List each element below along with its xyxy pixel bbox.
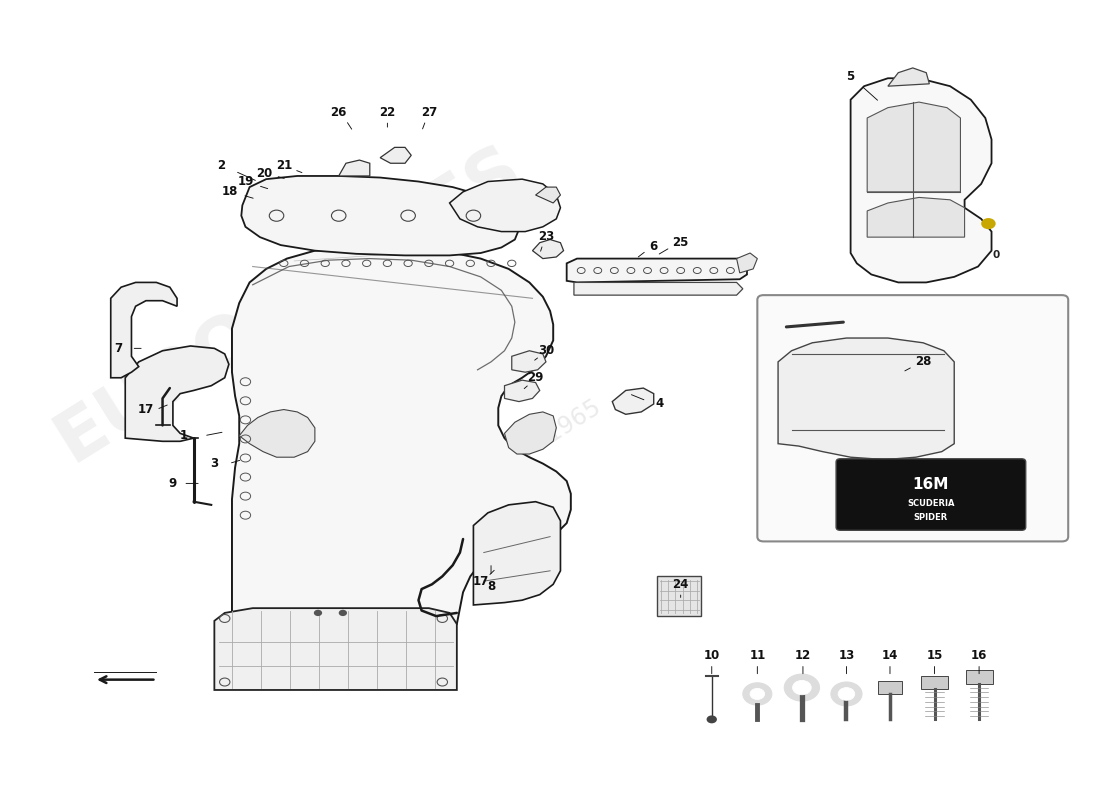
Polygon shape <box>850 78 991 282</box>
Text: 26: 26 <box>330 106 346 119</box>
Text: 25: 25 <box>672 236 689 250</box>
Text: 7: 7 <box>114 342 122 355</box>
Polygon shape <box>867 102 960 192</box>
Circle shape <box>830 682 862 706</box>
Polygon shape <box>111 282 177 378</box>
Polygon shape <box>778 338 954 459</box>
Polygon shape <box>232 247 571 626</box>
Text: 2: 2 <box>218 159 226 172</box>
Polygon shape <box>867 198 965 237</box>
Text: 28: 28 <box>915 355 932 368</box>
Polygon shape <box>381 147 411 163</box>
Text: SCUDERIA: SCUDERIA <box>908 498 955 507</box>
Circle shape <box>838 687 855 700</box>
Text: 20: 20 <box>256 167 272 180</box>
Text: 30: 30 <box>538 344 554 358</box>
Text: 18: 18 <box>222 186 238 198</box>
Text: 0: 0 <box>992 250 999 261</box>
Text: 15: 15 <box>926 650 943 662</box>
Polygon shape <box>878 682 902 694</box>
Text: SPIDER: SPIDER <box>914 513 948 522</box>
Polygon shape <box>473 502 561 605</box>
Text: 9: 9 <box>168 477 177 490</box>
Polygon shape <box>505 380 540 402</box>
Polygon shape <box>888 68 930 86</box>
Circle shape <box>742 683 772 705</box>
Polygon shape <box>339 160 370 176</box>
Circle shape <box>793 681 811 694</box>
Text: 16M: 16M <box>913 478 949 492</box>
Text: 4: 4 <box>656 398 664 410</box>
FancyBboxPatch shape <box>757 295 1068 542</box>
Polygon shape <box>532 239 563 258</box>
Polygon shape <box>737 253 757 273</box>
Text: 17: 17 <box>138 403 154 416</box>
Text: automotive parts since 1965: automotive parts since 1965 <box>305 395 605 595</box>
Circle shape <box>784 674 820 701</box>
Text: EUROSPARES: EUROSPARES <box>43 134 535 476</box>
Circle shape <box>981 218 996 229</box>
Polygon shape <box>241 176 519 255</box>
Text: 13: 13 <box>838 650 855 662</box>
Polygon shape <box>566 258 747 282</box>
Circle shape <box>314 610 322 616</box>
Text: 8: 8 <box>487 580 495 593</box>
Polygon shape <box>239 410 315 457</box>
Text: 29: 29 <box>527 371 543 384</box>
Polygon shape <box>657 576 702 616</box>
Text: 27: 27 <box>420 106 437 119</box>
Text: 3: 3 <box>210 457 219 470</box>
Text: 23: 23 <box>538 230 554 243</box>
Text: 6: 6 <box>650 240 658 253</box>
Polygon shape <box>214 608 456 690</box>
Text: 19: 19 <box>238 175 254 188</box>
Polygon shape <box>966 670 992 684</box>
Text: 22: 22 <box>379 106 396 119</box>
FancyBboxPatch shape <box>836 458 1025 530</box>
Text: 17: 17 <box>473 574 488 588</box>
Text: 1: 1 <box>179 430 187 442</box>
Text: 21: 21 <box>276 159 292 172</box>
Circle shape <box>706 715 717 723</box>
Polygon shape <box>450 179 561 231</box>
Text: 12: 12 <box>795 650 811 662</box>
Text: 24: 24 <box>672 578 689 591</box>
Polygon shape <box>536 187 561 203</box>
Text: 11: 11 <box>749 650 766 662</box>
Text: 16: 16 <box>971 650 988 662</box>
Polygon shape <box>574 282 743 295</box>
Polygon shape <box>613 388 653 414</box>
Text: 5: 5 <box>847 70 855 83</box>
Polygon shape <box>921 676 948 689</box>
Polygon shape <box>125 346 229 442</box>
Polygon shape <box>505 412 557 454</box>
Text: 10: 10 <box>704 650 719 662</box>
Circle shape <box>339 610 346 616</box>
Polygon shape <box>512 350 546 372</box>
Circle shape <box>750 688 764 699</box>
Text: 14: 14 <box>882 650 899 662</box>
